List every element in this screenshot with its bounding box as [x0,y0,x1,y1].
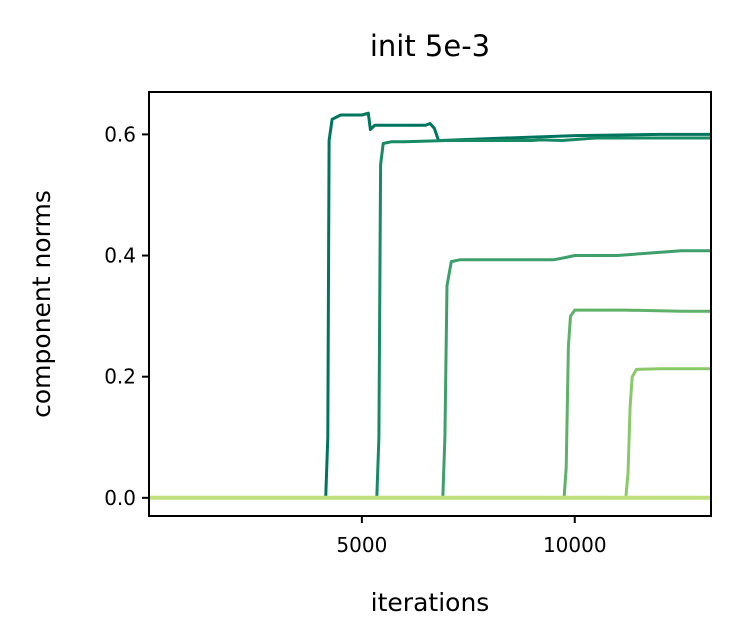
y-tick-label: 0.0 [104,486,136,510]
y-tick-label: 0.2 [104,365,136,389]
y-tick-label: 0.4 [104,244,136,268]
series-line-2 [149,136,711,500]
y-tick-label: 0.6 [104,122,136,146]
x-axis: 5000 10000 [336,516,607,557]
x-tick-label: 5000 [336,533,387,557]
chart-title: init 5e-3 [370,29,490,63]
x-axis-label: iterations [371,588,490,617]
x-tick-label: 10000 [543,533,607,557]
series-line-5 [149,367,711,500]
series-line-4 [149,308,711,500]
y-axis-label: component norms [27,190,56,418]
series-line-3 [149,249,711,500]
series-layer [149,111,711,500]
y-axis: 0.0 0.2 0.4 0.6 [104,122,149,510]
plot-frame [148,91,712,517]
series-line-1 [149,111,711,500]
